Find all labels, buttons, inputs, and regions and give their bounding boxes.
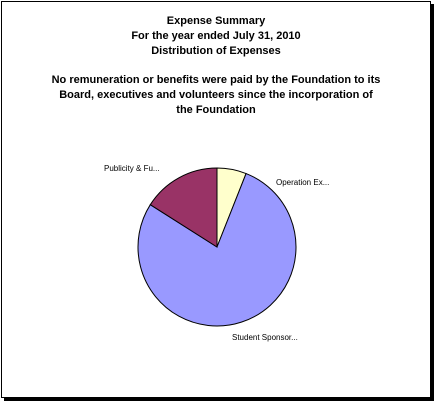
pie-slices [137,167,297,327]
slice-label-publicity: Publicity & Fu... [104,164,160,173]
chart-title-line-3: Distribution of Expenses [151,45,281,57]
pie-slice-student-sponsorship [137,172,297,327]
slice-label-student-sponsorship: Student Sponsor... [232,333,298,342]
chart-note-line-3: the Foundation [176,104,256,116]
pie-slice-publicity [149,167,218,248]
chart-title-line-2: For the year ended July 31, 2010 [131,30,300,42]
chart-note-line-1: No remuneration or benefits were paid by… [52,74,381,86]
chart-note-line-2: Board, executives and volunteers since t… [59,89,373,101]
chart-title-line-1: Expense Summary [167,15,266,27]
slice-label-operation: Operation Ex... [276,178,329,187]
